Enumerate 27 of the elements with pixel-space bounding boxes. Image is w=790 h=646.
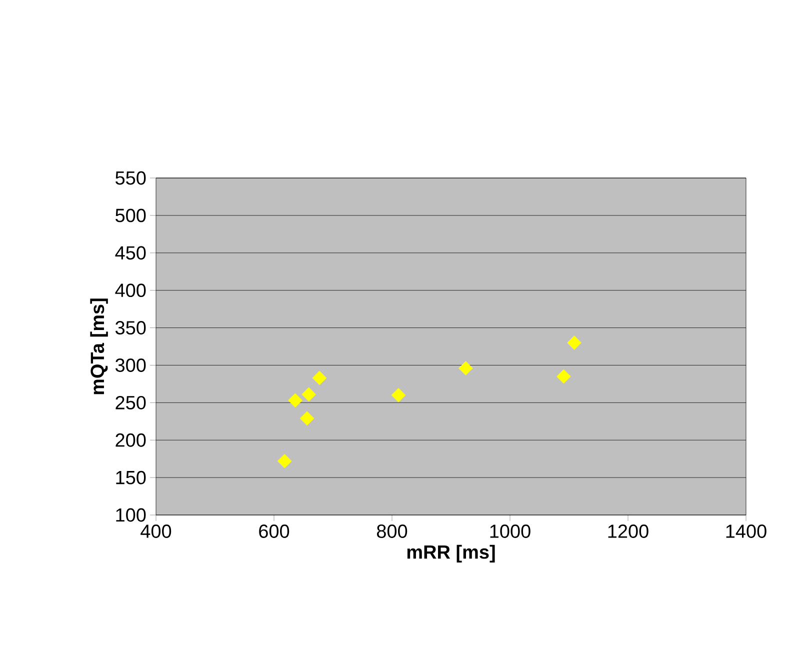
y-tick-label: 250 [116,396,146,410]
y-tick-label: 350 [115,321,146,335]
y-tick-label: 400 [115,284,146,298]
x-tick-label: 600 [259,524,290,538]
x-tick-label: 1000 [490,524,530,538]
point [312,370,327,386]
x-axis-title: mRR [ms] [407,544,495,563]
point [288,393,302,408]
x-tick-label: 1200 [608,524,648,538]
point [277,454,292,468]
point [302,387,316,402]
y-tick-label: 550 [116,171,146,185]
y-tick-label: 500 [116,208,146,222]
y-tick-label: 300 [115,358,146,372]
point [556,369,571,384]
y-tick-label: 150 [116,470,146,484]
y-tick-label: 100 [116,508,146,522]
y-tick-label: 450 [115,246,146,260]
x-tick-label: 800 [376,524,408,538]
point [458,361,473,376]
x-tick-label: 400 [140,524,172,538]
x-tick-label: 1400 [726,524,766,538]
y-axis-title: mQTa [ms] [90,298,108,394]
point [567,336,582,350]
point [300,411,314,426]
y-tick-label: 200 [116,433,146,447]
point [391,388,406,402]
